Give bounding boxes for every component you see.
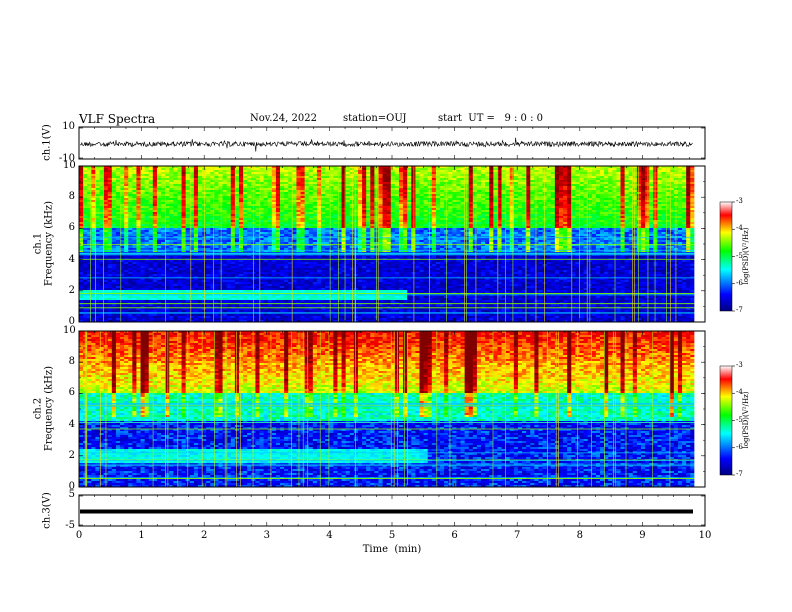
station-label: station=OUJ [343,113,407,124]
x-tick-label: 1 [132,530,152,541]
y-tick-label: 10 [63,325,76,336]
y-tick-label: 10 [63,160,76,171]
colorbar-2 [719,365,733,476]
y-axis-label: ch.3(V) [42,460,53,560]
y-tick-label: -10 [57,153,75,164]
y-tick-label: 5 [57,489,75,500]
y-tick-label: 8 [63,356,75,367]
y-axis-label: ch.1 [33,194,44,294]
y-tick-label: -5 [57,520,75,531]
x-tick-label: 9 [632,530,652,541]
y-tick-label: 8 [63,191,75,202]
x-tick-label: 6 [445,530,465,541]
x-tick-label: 10 [695,530,715,541]
colorbar-label: log(PSD)(V²/Hz) [742,375,750,465]
y-axis-label: Frequency (kHz) [44,359,55,459]
x-tick-label: 0 [69,530,89,541]
colorbar-tick-label: -5 [736,416,743,424]
y-tick-label: 10 [57,121,75,132]
y-tick-label: 0 [63,316,75,327]
colorbar-tick-label: -4 [736,388,743,396]
x-tick-label: 5 [382,530,402,541]
x-tick-label: 3 [257,530,277,541]
colorbar-1 [719,201,733,312]
y-tick-label: 6 [63,387,75,398]
date-label: Nov.24, 2022 [250,113,317,124]
colorbar-tick-label: -5 [736,252,743,260]
spectrogram-ch1 [79,166,705,323]
colorbar-label: log(PSD)(V²/Hz) [742,211,750,301]
figure-title: VLF Spectra [79,112,155,126]
spectrogram-ch2 [79,331,705,488]
y-tick-label: 2 [63,450,75,461]
colorbar-tick-label: -3 [736,361,743,369]
ch3-waveform-trace [80,509,693,514]
y-axis-label: ch.2 [33,359,44,459]
colorbar-tick-label: -4 [736,224,743,232]
x-tick-label: 8 [570,530,590,541]
colorbar-tick-label: -3 [736,197,743,205]
start-time-label: start UT = 9 : 0 : 0 [438,113,543,124]
y-tick-label: 2 [63,285,75,296]
y-axis-label: Frequency (kHz) [44,194,55,294]
y-tick-label: 6 [63,222,75,233]
colorbar-tick-label: -7 [736,306,743,314]
colorbar-tick-label: -7 [736,470,743,478]
colorbar-tick-label: -6 [736,443,743,451]
y-tick-label: 4 [63,419,75,430]
y-tick-label: 0 [63,481,75,492]
y-tick-label: 4 [63,254,75,265]
ch1-waveform-trace [79,137,693,152]
x-tick-label: 2 [194,530,214,541]
colorbar-tick-label: -6 [736,279,743,287]
y-axis-label: ch.1(V) [42,93,53,193]
x-axis-label: Time (min) [352,544,432,555]
x-tick-label: 7 [507,530,527,541]
x-tick-label: 4 [319,530,339,541]
